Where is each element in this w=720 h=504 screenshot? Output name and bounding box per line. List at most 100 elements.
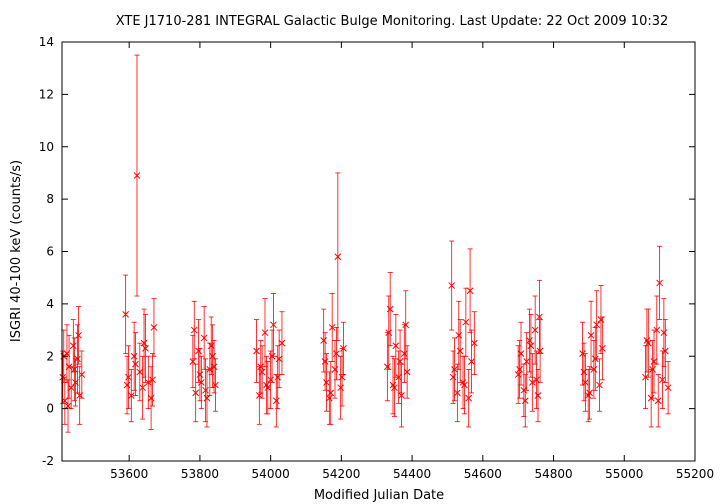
y-axis-label: ISGRI 40-100 keV (counts/s) <box>9 160 24 342</box>
data-point <box>203 394 211 402</box>
data-point <box>580 368 588 376</box>
data-point <box>132 360 139 368</box>
data-point <box>642 373 649 381</box>
data-point <box>470 339 478 347</box>
data-point <box>147 394 155 402</box>
y-tick-label: 0 <box>46 402 54 416</box>
data-point <box>531 326 539 334</box>
data-point <box>320 337 328 344</box>
data-point <box>125 373 132 381</box>
data-point <box>321 358 329 365</box>
data-point <box>207 342 215 350</box>
x-tick-label: 55000 <box>605 467 643 481</box>
x-tick-label: 53800 <box>181 467 219 481</box>
data-point <box>325 394 333 402</box>
data-point <box>75 331 82 339</box>
data-point <box>533 376 540 384</box>
data-point <box>659 376 666 384</box>
data-point <box>337 384 345 392</box>
x-tick-label: 53600 <box>110 467 148 481</box>
data-point <box>385 329 393 337</box>
data-point <box>206 365 214 373</box>
data-point <box>520 386 528 394</box>
data-point <box>591 355 599 363</box>
data-point <box>661 347 669 355</box>
y-tick-label: -2 <box>42 454 54 468</box>
data-point <box>386 305 394 313</box>
data-point <box>338 373 346 381</box>
data-point <box>649 365 656 373</box>
data-point <box>391 384 398 392</box>
data-point <box>78 371 86 378</box>
data-point <box>528 379 536 386</box>
data-point <box>598 345 606 352</box>
data-point <box>456 347 464 355</box>
data-point <box>587 331 595 339</box>
data-point <box>209 352 217 360</box>
data-point <box>69 342 77 350</box>
x-tick-label: 54400 <box>393 467 431 481</box>
data-point <box>448 282 456 289</box>
data-point <box>61 397 69 405</box>
data-point <box>454 389 461 397</box>
data-point <box>196 371 204 378</box>
data-point <box>398 392 405 399</box>
data-point <box>402 321 410 329</box>
data-point <box>523 358 531 365</box>
data-point <box>202 386 209 394</box>
y-tick-label: 4 <box>46 297 54 311</box>
data-point <box>465 394 473 402</box>
x-tick-label: 54800 <box>534 467 572 481</box>
data-point <box>323 379 330 386</box>
data-point <box>579 350 586 357</box>
data-point <box>272 397 280 405</box>
data-point <box>653 326 661 334</box>
data-point <box>140 339 148 347</box>
data-point <box>212 381 219 389</box>
data-point <box>257 363 265 371</box>
x-axis: 53600 53800 54000 54200 54400 54600 54800 55000… <box>110 42 714 481</box>
y-tick-label: 8 <box>46 192 54 206</box>
y-axis: -2 0 2 4 6 8 10 12 14 <box>39 35 695 468</box>
data-point <box>210 363 218 371</box>
data-point <box>67 384 75 392</box>
data-point <box>275 355 283 363</box>
data-point <box>253 347 260 355</box>
data-point <box>396 358 404 365</box>
data-point <box>536 313 543 321</box>
data-point <box>64 402 72 410</box>
x-axis-label: Modified Julian Date <box>314 488 444 503</box>
data-point <box>139 384 146 392</box>
data-point <box>654 397 662 405</box>
data-point <box>197 379 205 386</box>
data-point <box>144 379 152 386</box>
data-point <box>596 381 603 389</box>
data-point <box>392 342 400 350</box>
data-point <box>395 373 403 381</box>
data-point <box>516 365 523 373</box>
data-point <box>462 318 470 326</box>
data-point <box>536 347 544 355</box>
data-point <box>643 337 651 344</box>
data-point <box>274 373 282 381</box>
data-point <box>590 365 598 373</box>
data-point <box>192 389 200 397</box>
data-point <box>327 389 335 397</box>
chart-title: XTE J1710-281 INTEGRAL Galactic Bulge Mo… <box>116 14 669 29</box>
data-point <box>142 345 149 352</box>
data-point <box>331 365 339 373</box>
data-point <box>123 381 131 389</box>
data-point <box>455 331 463 339</box>
data-point <box>71 365 78 373</box>
data-point <box>333 350 340 357</box>
data-point <box>650 358 658 365</box>
data-point <box>468 358 475 365</box>
data-point <box>258 368 266 376</box>
data-point <box>582 379 589 386</box>
data-point <box>656 279 663 287</box>
data-point <box>586 389 593 397</box>
data-point <box>328 324 336 331</box>
data-point <box>403 368 411 376</box>
data-point <box>660 329 668 337</box>
